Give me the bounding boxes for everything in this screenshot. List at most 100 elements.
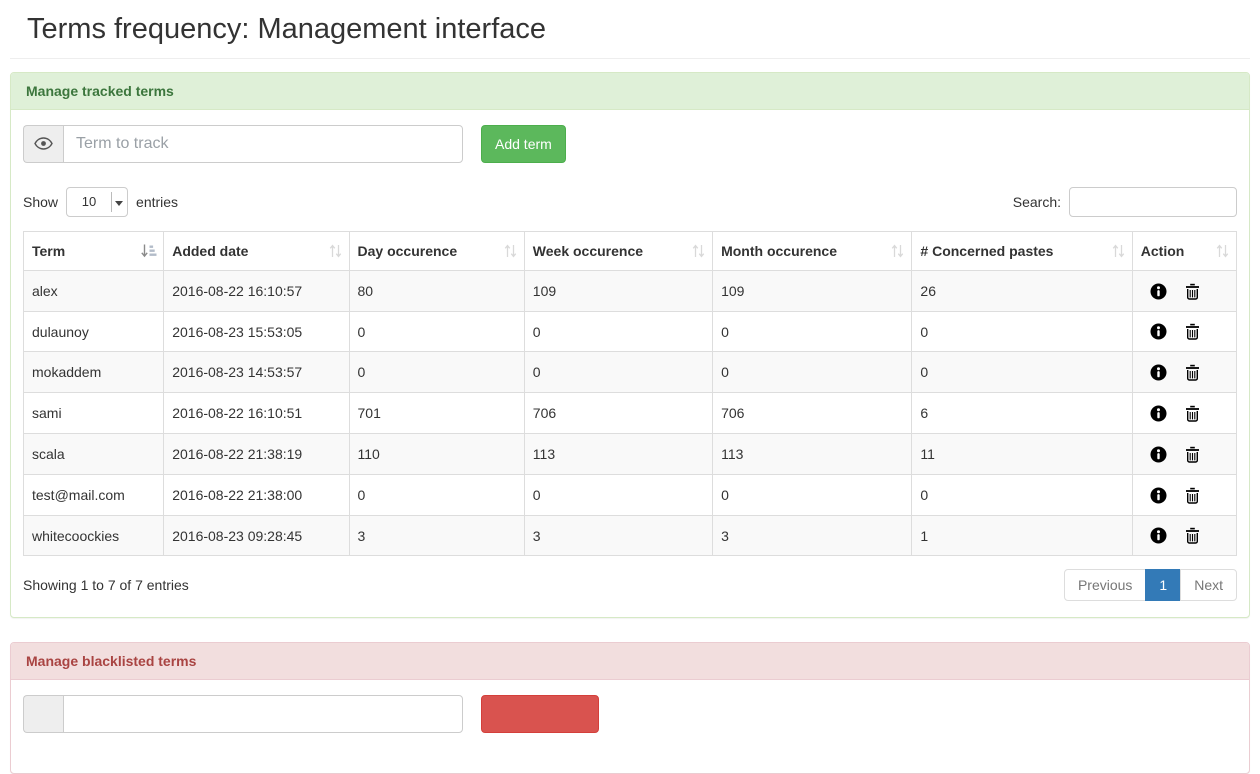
blacklisted-terms-panel: Manage blacklisted terms: [10, 642, 1250, 774]
trash-icon[interactable]: [1185, 405, 1200, 422]
cell-day: 0: [348, 310, 525, 353]
table-row: test@mail.com 2016-08-22 21:38:00 0 0 0 0: [22, 473, 1238, 516]
table-row: sami 2016-08-22 16:10:51 701 706 706 6: [22, 392, 1238, 435]
column-header-term[interactable]: Term: [22, 230, 165, 271]
blacklist-input-group: [23, 695, 463, 734]
entries-label: entries: [136, 193, 179, 210]
terms-table-body: alex 2016-08-22 16:10:57 80 109 109 26 dulauno…: [22, 269, 1238, 557]
page-length-control: Show 10 entries: [23, 186, 179, 217]
column-header-action[interactable]: Action: [1131, 230, 1238, 271]
sort-both-icon: [691, 243, 706, 258]
cell-added: 2016-08-22 16:10:57: [163, 269, 350, 312]
column-header-month-occurence[interactable]: Month occurence: [712, 230, 913, 271]
table-row: alex 2016-08-22 16:10:57 80 109 109 26: [22, 269, 1238, 312]
blacklisted-terms-panel-header: Manage blacklisted terms: [11, 643, 1249, 681]
tracked-terms-table: Term Added date Day occure: [22, 230, 1238, 557]
search-input[interactable]: [1069, 186, 1237, 217]
cell-week: 0: [523, 473, 714, 516]
cell-pastes: 0: [911, 351, 1133, 394]
table-row: dulaunoy 2016-08-23 15:53:05 0 0 0 0: [22, 310, 1238, 353]
trash-icon[interactable]: [1185, 323, 1200, 341]
cell-term: dulaunoy: [22, 310, 165, 353]
cell-action: [1131, 392, 1238, 435]
pagination: Previous 1 Next: [1063, 569, 1237, 602]
sort-asc-icon: [140, 243, 157, 258]
trash-icon[interactable]: [1185, 446, 1200, 463]
cell-term: sami: [22, 392, 165, 435]
blacklist-add-button[interactable]: [481, 695, 599, 734]
cell-added: 2016-08-22 21:38:19: [163, 433, 350, 475]
cell-day: 110: [348, 433, 525, 475]
datatable-footer: Showing 1 to 7 of 7 entries Previous 1 N…: [23, 569, 1237, 602]
table-row: whitecoockies 2016-08-23 09:28:45 3 3 3 1: [22, 514, 1238, 557]
cell-week: 706: [523, 392, 714, 435]
cell-action: [1131, 351, 1238, 394]
blacklisted-terms-panel-body: [11, 680, 1249, 773]
cell-action: [1131, 269, 1238, 312]
input-addon: [23, 695, 63, 734]
cell-day: 3: [348, 514, 525, 557]
info-circle-icon[interactable]: [1150, 405, 1167, 422]
info-circle-icon[interactable]: [1150, 527, 1167, 544]
pagination-page-1[interactable]: 1: [1145, 569, 1182, 602]
sort-both-icon: [503, 243, 518, 258]
trash-icon[interactable]: [1185, 364, 1200, 381]
cell-added: 2016-08-22 16:10:51: [163, 392, 350, 435]
show-label: Show: [23, 193, 59, 210]
tracked-terms-panel: Manage tracked terms Add term Show 10: [10, 71, 1250, 619]
info-circle-icon[interactable]: [1150, 364, 1167, 381]
cell-action: [1131, 433, 1238, 475]
tracked-terms-panel-body: Add term Show 10 entries Search:: [11, 110, 1249, 618]
cell-week: 3: [523, 514, 714, 557]
info-circle-icon[interactable]: [1150, 283, 1167, 300]
trash-icon[interactable]: [1185, 487, 1200, 504]
cell-pastes: 0: [911, 473, 1133, 516]
info-circle-icon[interactable]: [1150, 446, 1167, 463]
page-root: Terms frequency: Management interface Ma…: [0, 13, 1260, 774]
cell-day: 701: [348, 392, 525, 435]
add-blacklist-row: [23, 695, 1237, 734]
tracked-terms-panel-header: Manage tracked terms: [11, 72, 1249, 110]
terms-table-head: Term Added date Day occure: [22, 230, 1238, 271]
cell-month: 0: [712, 310, 913, 353]
cell-day: 0: [348, 351, 525, 394]
page-length-select[interactable]: 10: [67, 187, 128, 216]
cell-day: 80: [348, 269, 525, 312]
term-to-track-input[interactable]: [63, 124, 463, 163]
page-length-select-wrap: 10: [66, 186, 129, 217]
cell-pastes: 6: [911, 392, 1133, 435]
cell-action: [1131, 514, 1238, 557]
datatable-controls: Show 10 entries Search:: [23, 186, 1237, 217]
info-circle-icon[interactable]: [1150, 323, 1167, 340]
column-header-added-date[interactable]: Added date: [163, 230, 350, 271]
cell-term: whitecoockies: [22, 514, 165, 557]
sort-both-icon: [1111, 243, 1126, 258]
trash-icon[interactable]: [1185, 527, 1200, 545]
pagination-previous[interactable]: Previous: [1063, 569, 1147, 602]
sort-both-icon: [328, 243, 343, 258]
cell-action: [1131, 473, 1238, 516]
column-header-week-occurence[interactable]: Week occurence: [523, 230, 714, 271]
cell-added: 2016-08-23 09:28:45: [163, 514, 350, 557]
cell-term: alex: [22, 269, 165, 312]
search-label: Search:: [1012, 193, 1061, 210]
cell-pastes: 26: [911, 269, 1133, 312]
search-control: Search:: [1012, 186, 1237, 217]
trash-icon[interactable]: [1185, 283, 1200, 300]
add-term-button[interactable]: Add term: [481, 124, 566, 163]
title-divider: [10, 57, 1250, 59]
blacklist-term-input[interactable]: [63, 695, 463, 734]
eye-icon: [23, 124, 63, 163]
pagination-next[interactable]: Next: [1180, 569, 1237, 602]
cell-added: 2016-08-23 14:53:57: [163, 351, 350, 394]
column-header-concerned-pastes[interactable]: # Concerned pastes: [911, 230, 1133, 271]
cell-week: 0: [523, 351, 714, 394]
info-circle-icon[interactable]: [1150, 487, 1167, 504]
column-header-day-occurence[interactable]: Day occurence: [348, 230, 525, 271]
sort-both-icon: [890, 243, 905, 258]
cell-pastes: 1: [911, 514, 1133, 557]
cell-term: mokaddem: [22, 351, 165, 394]
page-title: Terms frequency: Management interface: [27, 13, 547, 45]
cell-week: 109: [523, 269, 714, 312]
cell-month: 3: [712, 514, 913, 557]
